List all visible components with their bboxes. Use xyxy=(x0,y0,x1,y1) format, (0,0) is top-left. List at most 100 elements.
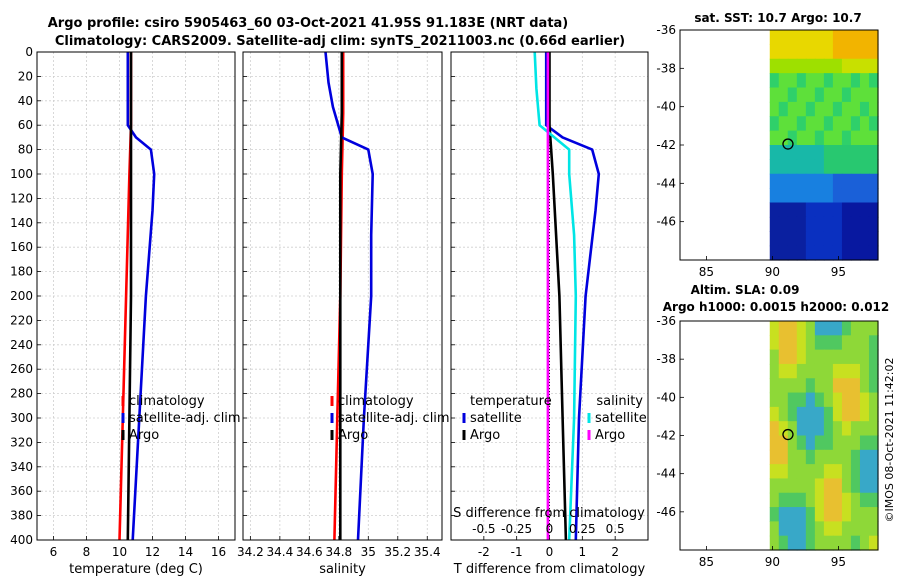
map-cell xyxy=(778,130,789,146)
map-cell xyxy=(850,245,861,261)
map-cell xyxy=(868,202,879,218)
x-tick-label: 35.2 xyxy=(384,545,411,559)
map-cell xyxy=(850,478,861,494)
map-cell xyxy=(769,44,780,60)
map-cell xyxy=(868,73,879,89)
map-cell xyxy=(796,87,807,103)
map-cell xyxy=(850,58,861,74)
map-cell xyxy=(832,421,843,437)
series-line-t-argo xyxy=(548,52,568,541)
map-cell xyxy=(841,58,852,74)
map-cell xyxy=(805,378,816,394)
map-cell xyxy=(787,101,798,117)
map-cell xyxy=(805,101,816,117)
map-cell xyxy=(805,116,816,132)
map-cell xyxy=(787,188,798,204)
map-cell xyxy=(841,421,852,437)
map-cell xyxy=(805,449,816,465)
x-tick-label: 14 xyxy=(178,545,193,559)
y-tick-label: 300 xyxy=(10,411,33,425)
map-cell xyxy=(832,535,843,551)
map-cell xyxy=(823,245,834,261)
map-x-tick-label: 85 xyxy=(699,555,714,569)
map-cell xyxy=(859,101,870,117)
map-cell xyxy=(841,492,852,508)
map-cell xyxy=(805,521,816,537)
legend-label: climatology xyxy=(338,394,414,409)
map-cell xyxy=(868,392,879,408)
plot-frame xyxy=(450,51,649,541)
map-x-tick-label: 95 xyxy=(831,265,846,279)
map-cell xyxy=(841,101,852,117)
map-cell xyxy=(823,378,834,394)
map-cell xyxy=(868,363,879,379)
figure-title-line1: Argo profile: csiro 5905463_60 03-Oct-20… xyxy=(48,16,569,31)
map-cell xyxy=(841,216,852,232)
map-cell xyxy=(814,30,825,45)
map-cell xyxy=(778,245,789,261)
series-line-argo xyxy=(126,52,133,541)
map-cell xyxy=(814,521,825,537)
map-cell xyxy=(823,421,834,437)
map-cell xyxy=(814,216,825,232)
map-cell xyxy=(787,159,798,175)
map-cell xyxy=(841,363,852,379)
map-cell xyxy=(805,507,816,522)
map-cell xyxy=(859,335,870,351)
map-cell xyxy=(823,392,834,408)
map-cell xyxy=(841,321,852,336)
map-cell xyxy=(787,44,798,60)
map-cell xyxy=(796,406,807,422)
map-cell xyxy=(859,478,870,494)
map-cell xyxy=(805,435,816,451)
series-line-argo xyxy=(338,52,344,540)
map-cell xyxy=(850,159,861,175)
map-cell xyxy=(814,335,825,351)
map-cell xyxy=(805,159,816,175)
x-tick-label: 35.4 xyxy=(414,545,441,559)
temperature-chart: 0 20 40 60 80 100 120 140 160 180 200 220 240 260 280 3… xyxy=(10,45,241,577)
map-cell xyxy=(868,130,879,146)
map-cell xyxy=(832,449,843,465)
map-cell xyxy=(868,159,879,175)
map-cell xyxy=(769,321,780,336)
map-cell xyxy=(868,449,879,465)
map-cell xyxy=(778,435,789,451)
map-cell xyxy=(769,216,780,232)
map-cell xyxy=(796,30,807,45)
map-cell xyxy=(778,464,789,480)
map-cell xyxy=(832,188,843,204)
x-tick-label: 34.2 xyxy=(237,545,264,559)
map-cell xyxy=(787,363,798,379)
map-cell xyxy=(841,30,852,45)
map-cell xyxy=(850,349,861,365)
sla-map-title-line1: Altim. SLA: 0.09 xyxy=(691,283,800,297)
map-cell xyxy=(787,464,798,480)
map-cell xyxy=(859,116,870,132)
map-cell xyxy=(769,349,780,365)
map-cell xyxy=(769,421,780,437)
map-cell xyxy=(778,363,789,379)
map-cell xyxy=(796,521,807,537)
map-cell xyxy=(814,363,825,379)
map-cell xyxy=(850,87,861,103)
top-tick-label: -0.25 xyxy=(501,522,532,536)
map-cell xyxy=(850,130,861,146)
map-cell xyxy=(769,130,780,146)
x-axis-label: T difference from climatology xyxy=(453,562,646,577)
map-x-tick-label: 85 xyxy=(699,265,714,279)
y-tick-label: 40 xyxy=(18,94,33,108)
map-cell xyxy=(814,44,825,60)
map-cell xyxy=(796,58,807,74)
x-tick-label: 16 xyxy=(211,545,226,559)
y-tick-label: 180 xyxy=(10,265,33,279)
map-cell xyxy=(814,492,825,508)
map-cell xyxy=(787,130,798,146)
map-cell xyxy=(832,321,843,336)
map-cell xyxy=(814,87,825,103)
map-cell xyxy=(805,321,816,336)
legend-label: satellite xyxy=(470,411,522,426)
map-cell xyxy=(859,231,870,247)
map-cell xyxy=(778,492,789,508)
